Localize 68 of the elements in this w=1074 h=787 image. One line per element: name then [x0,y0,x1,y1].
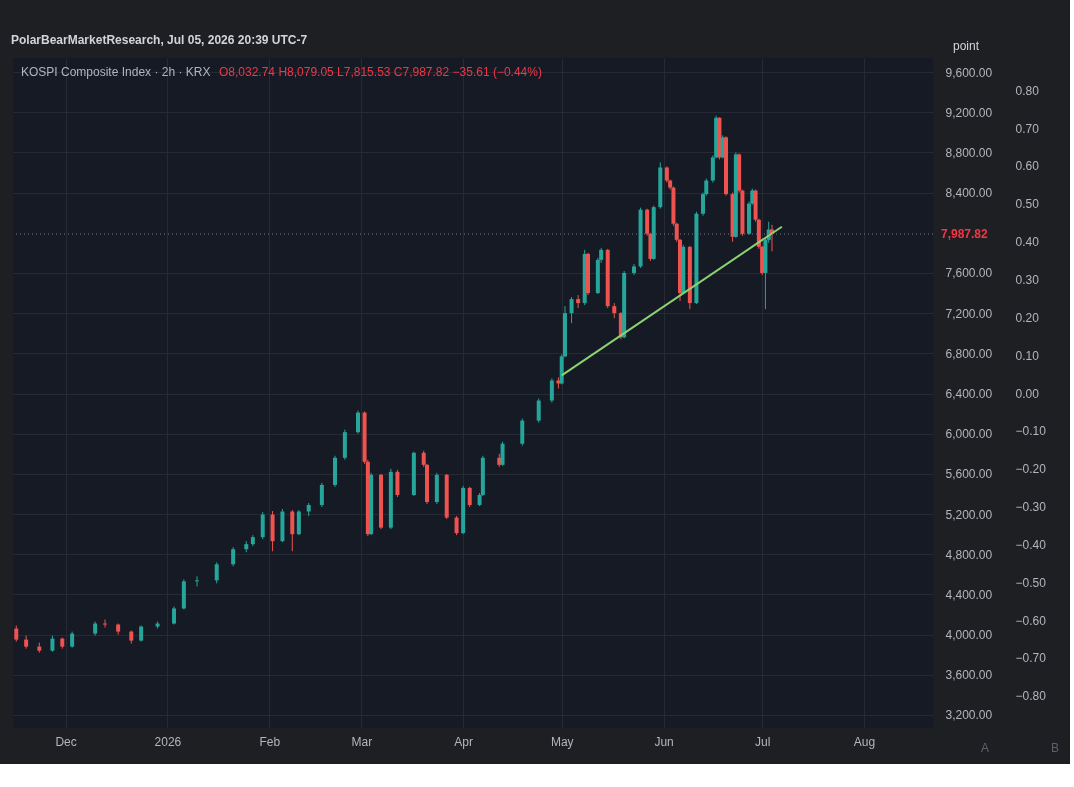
x-tick-label: Jun [654,734,674,749]
candlestick [454,515,459,536]
candlestick [520,418,525,447]
y-tick-label: 4,000.00 [945,628,993,643]
y2-tick-label: 0.10 [1015,348,1040,363]
y2-tick-label: 0.20 [1015,310,1040,325]
y2-tick-label: 0.50 [1015,197,1040,212]
candlestick [569,296,574,324]
candlestick [172,605,176,626]
y2-tick-label: −0.50 [1015,575,1047,590]
y2-tick-label: −0.80 [1015,689,1047,704]
y2-tick-label: −0.10 [1015,424,1047,439]
candlestick [103,619,107,629]
text: PolarBearMarketResearch, Jul 05, 2026 20:39 UTC-7 [11,33,308,47]
x-tick-label: 2026 [154,734,182,749]
x-tick-label: Aug [853,734,876,749]
text: A [980,741,990,755]
y2-tick-label: −0.40 [1015,537,1047,552]
y-tick-label: 6,000.00 [945,427,993,442]
y2-tick-label: 0.00 [1015,386,1040,401]
candlestick [24,635,29,650]
y-tick-label: 9,600.00 [945,65,993,80]
x-tick-label: Apr [454,734,473,749]
candlestick [290,509,295,552]
candlestick [214,561,219,584]
x-tick-label: Feb [259,734,281,749]
y-tick-label: 6,800.00 [945,346,993,361]
candlestick [536,398,541,424]
candlestick [296,509,301,536]
x-tick-label: Dec [55,734,77,749]
x-tick-label: Mar [351,734,373,749]
y-tick-label: 8,800.00 [945,145,993,160]
y-tick-label: 4,800.00 [945,547,993,562]
candlestick [231,546,236,567]
text: B [1050,741,1060,755]
text: KOSPI Composite Index · 2h · KRX [21,65,211,79]
candlestick [319,482,324,508]
x-tick-label: Jul [754,734,771,749]
candlestick [356,410,360,435]
y2-tick-label: 0.70 [1015,121,1040,136]
y2-tick-label: −0.70 [1015,651,1047,666]
candlestick [260,511,265,540]
y-tick-label: 3,200.00 [945,708,993,723]
candlestick [549,377,554,404]
y2-tick-label: −0.30 [1015,500,1047,515]
y2-tick-label: 0.40 [1015,235,1040,250]
y2-tick-label: −0.60 [1015,613,1047,628]
candlestick [395,469,400,498]
y-tick-label: 5,200.00 [945,507,993,522]
y2-tick-label: 0.60 [1015,159,1040,174]
candlestick [576,294,581,309]
y-tick-label: 5,600.00 [945,467,993,482]
candlestick [195,575,199,587]
y-tick-label: 3,600.00 [945,668,993,683]
y-tick-label: 6,400.00 [945,387,993,401]
y2-tick-label: 0.30 [1015,272,1040,287]
ref-line-label: 7,987.82 [941,227,989,242]
y-tick-label: 8,400.00 [945,186,993,201]
y-tick-label: 4,400.00 [945,587,993,602]
text: point [953,39,980,53]
y-tick-label: 9,200.00 [945,105,993,120]
x-tick-label: May [550,734,574,749]
candlestick [467,486,472,508]
y2-tick-label: 0.80 [1015,83,1040,98]
text: O8,032.74 H8,079.05 L7,815.53 C7,987.82 −35.61 (−0.44%) [219,65,542,79]
y2-tick-label: −0.20 [1015,462,1047,477]
y-tick-label: 7,200.00 [945,306,993,321]
y-tick-label: 7,600.00 [945,266,993,281]
